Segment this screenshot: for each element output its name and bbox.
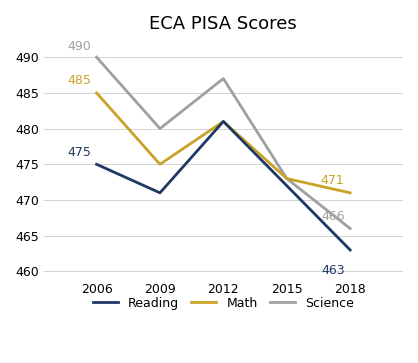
- Science: [348, 227, 353, 231]
- Text: 466: 466: [321, 210, 344, 223]
- Text: 490: 490: [67, 40, 91, 53]
- Reading: [284, 184, 289, 188]
- Line: Math: Math: [97, 93, 350, 193]
- Science: [221, 77, 226, 81]
- Reading: [221, 119, 226, 124]
- Text: 463: 463: [321, 264, 344, 277]
- Legend: Reading, Math, Science: Reading, Math, Science: [88, 292, 359, 315]
- Math: [348, 191, 353, 195]
- Title: ECA PISA Scores: ECA PISA Scores: [150, 15, 297, 33]
- Text: 475: 475: [67, 146, 91, 159]
- Math: [158, 162, 163, 167]
- Reading: [158, 191, 163, 195]
- Reading: [94, 162, 99, 167]
- Reading: [348, 248, 353, 252]
- Text: 471: 471: [321, 174, 344, 187]
- Science: [158, 126, 163, 131]
- Math: [221, 119, 226, 124]
- Science: [94, 55, 99, 59]
- Line: Reading: Reading: [97, 122, 350, 250]
- Math: [94, 91, 99, 95]
- Math: [284, 176, 289, 181]
- Line: Science: Science: [97, 57, 350, 229]
- Text: 485: 485: [67, 74, 91, 87]
- Science: [284, 176, 289, 181]
